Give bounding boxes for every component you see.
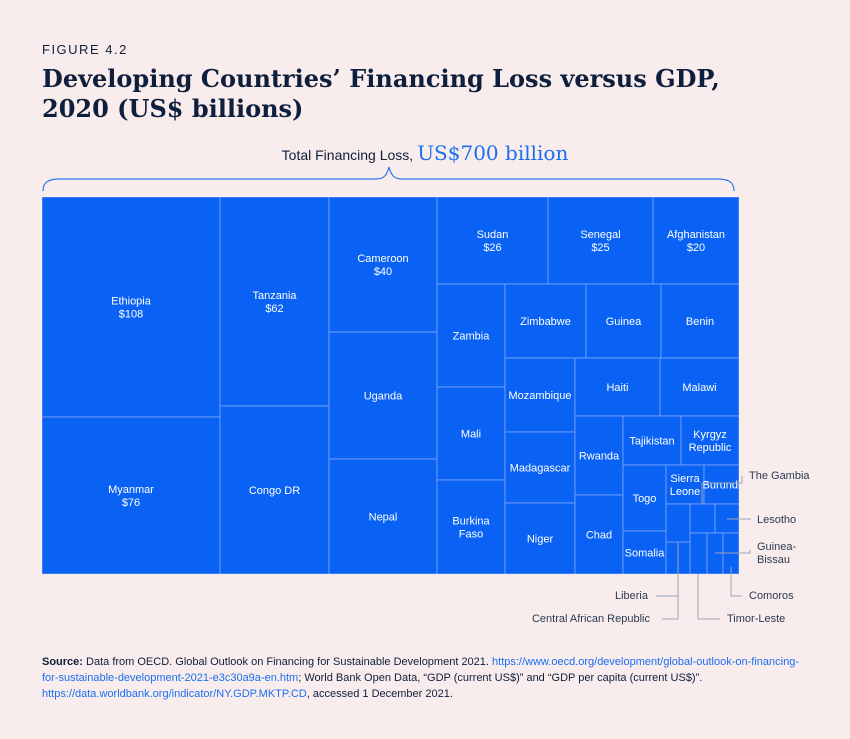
- country-label-zimbabwe: Zimbabwe: [520, 316, 571, 328]
- country-label-afghanistan: Afghanistan: [667, 229, 725, 241]
- total-financing-loss: Total Financing Loss, US$700 billion: [0, 141, 850, 167]
- tile-burkina-faso: [436, 479, 506, 574]
- value-label-cameroon: $40: [374, 266, 392, 278]
- value-label-ethiopia: $108: [119, 309, 143, 321]
- country-label-chad: Chad: [586, 530, 612, 542]
- tile-tajikistan: [622, 415, 682, 466]
- tile-liberia: [665, 503, 691, 543]
- callout-label-guinea-bissau: Guinea-: [757, 541, 796, 553]
- country-label-mali: Mali: [461, 429, 481, 441]
- country-label-malawi: Malawi: [682, 382, 716, 394]
- source-text-3: , accessed 1 December 2021.: [306, 688, 453, 700]
- leader-timor-leste: [697, 574, 720, 620]
- country-label-tajikistan: Tajikistan: [629, 436, 674, 448]
- callout-label-guinea-bissau: Bissau: [757, 554, 790, 566]
- leader-comoros: [730, 567, 742, 597]
- country-label-uganda: Uganda: [364, 391, 403, 403]
- country-label-kyrgyz-republic: Kyrgyz: [693, 429, 727, 441]
- treemap-chart: Ethiopia$108 Myanmar$76 Tanzania$62 Congo D…: [42, 197, 739, 574]
- leader-liberia: [656, 542, 679, 597]
- country-label-tanzania: Tanzania: [252, 290, 297, 302]
- country-label-kyrgyz-republic: Republic: [689, 442, 732, 454]
- value-label-senegal: $25: [591, 242, 609, 254]
- country-label-senegal: Senegal: [580, 229, 620, 241]
- country-label-sierra-leone: Sierra: [670, 473, 700, 485]
- chart-title: Developing Countries’ Financing Loss ver…: [42, 64, 720, 123]
- tile-ethiopia: [42, 197, 221, 418]
- source-note: Source: Data from OECD. Global Outlook o…: [42, 654, 802, 702]
- total-brace: [42, 166, 735, 192]
- tile-chad: [574, 494, 624, 574]
- tile-congo-dr: [219, 405, 330, 574]
- tile-the-gambia: [689, 503, 716, 534]
- value-label-sudan: $26: [483, 242, 501, 254]
- country-label-mozambique: Mozambique: [509, 390, 572, 402]
- country-label-rwanda: Rwanda: [579, 451, 620, 463]
- tile-cameroon: [328, 197, 438, 333]
- leader-lesotho: [727, 518, 751, 520]
- value-label-tanzania: $62: [265, 303, 283, 315]
- tile-madagascar: [504, 431, 576, 504]
- country-label-sierra-leone: Leone: [670, 486, 701, 498]
- tile-guinea: [585, 283, 662, 359]
- country-label-niger: Niger: [527, 534, 554, 546]
- country-label-guinea: Guinea: [606, 316, 642, 328]
- tile-haiti: [574, 357, 661, 417]
- country-label-togo: Togo: [633, 493, 657, 505]
- country-label-sudan: Sudan: [477, 229, 509, 241]
- tile-benin: [660, 283, 739, 359]
- callout-label-central-african-republic: Central African Republic: [532, 613, 651, 625]
- tile-tanzania: [219, 197, 330, 407]
- source-text-1: Data from OECD. Global Outlook on Financ…: [86, 656, 489, 668]
- tile-mozambique: [504, 357, 576, 433]
- tile-zambia: [436, 283, 506, 388]
- tile-myanmar: [42, 416, 221, 574]
- source-prefix: Source:: [42, 656, 83, 668]
- source-link-oecd[interactable]: https://www.oecd.org/development/global-…: [42, 656, 799, 684]
- callout-label-liberia: Liberia: [615, 590, 649, 602]
- total-label: Total Financing Loss,: [281, 147, 414, 163]
- leader-guinea-bissau: [715, 550, 751, 554]
- country-label-nepal: Nepal: [369, 512, 398, 524]
- tile-mali: [436, 386, 506, 481]
- leader-central-african-republic: [662, 574, 679, 620]
- total-value: US$700 billion: [417, 141, 569, 165]
- tile-uganda: [328, 331, 438, 460]
- tile-sierra-leone: [665, 464, 705, 505]
- callout-label-comoros: Comoros: [749, 590, 794, 602]
- source-text-2: ; World Bank Open Data, “GDP (current US…: [298, 672, 703, 684]
- callout-label-the-gambia: The Gambia: [749, 470, 810, 482]
- figure-label: FIGURE 4.2: [42, 42, 128, 57]
- country-label-benin: Benin: [686, 316, 714, 328]
- country-label-madagascar: Madagascar: [510, 463, 571, 475]
- country-label-congo-dr: Congo DR: [249, 485, 300, 497]
- country-label-somalia: Somalia: [625, 548, 666, 560]
- tile-afghanistan: [652, 197, 739, 285]
- country-label-haiti: Haiti: [606, 382, 628, 394]
- tile-zimbabwe: [504, 283, 587, 359]
- country-label-myanmar: Myanmar: [108, 484, 154, 496]
- value-label-afghanistan: $20: [687, 242, 705, 254]
- source-link-worldbank[interactable]: https://data.worldbank.org/indicator/NY.…: [42, 688, 307, 700]
- country-label-zambia: Zambia: [453, 331, 491, 343]
- tile-togo: [622, 464, 667, 532]
- callout-label-lesotho: Lesotho: [757, 514, 796, 526]
- country-label-ethiopia: Ethiopia: [111, 296, 152, 308]
- country-label-cameroon: Cameroon: [357, 253, 408, 265]
- tile-nepal: [328, 458, 438, 574]
- country-label-burkina-faso: Burkina: [452, 516, 490, 528]
- callout-label-timor-leste: Timor-Leste: [727, 613, 785, 625]
- tile-sudan: [436, 197, 549, 285]
- country-label-burkina-faso: Faso: [459, 529, 483, 541]
- leader-the-gambia: [701, 476, 743, 504]
- value-label-myanmar: $76: [122, 497, 140, 509]
